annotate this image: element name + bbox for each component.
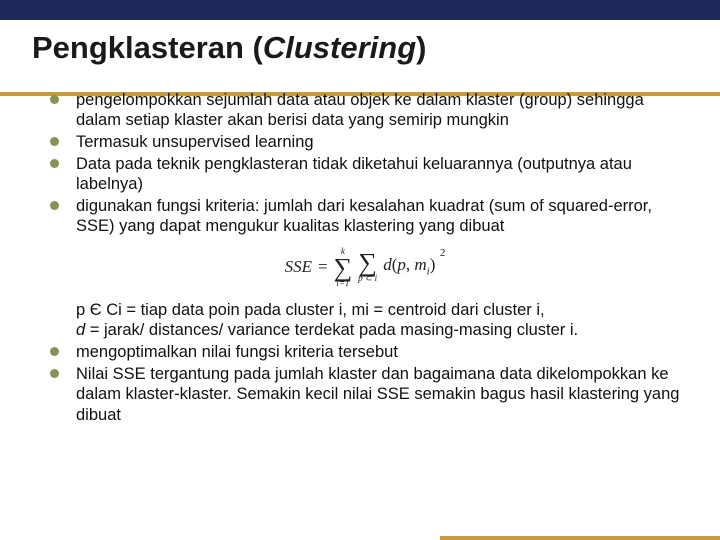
list-item: mengoptimalkan nilai fungsi kriteria ter…: [50, 342, 688, 362]
bullet-text: Termasuk unsupervised learning: [76, 133, 314, 151]
bullet-text: mengoptimalkan nilai fungsi kriteria ter…: [76, 343, 398, 361]
bullet-text: Nilai SSE tergantung pada jumlah klaster…: [76, 365, 679, 423]
formula-close: ): [430, 255, 436, 274]
list-item: Nilai SSE tergantung pada jumlah klaster…: [50, 364, 688, 424]
content-area: pengelompokkan sejumlah data atau objek …: [32, 90, 688, 425]
sum-inner: ∑ p ⊂ i: [358, 251, 377, 283]
sigma-icon: ∑: [334, 256, 353, 279]
expl-text-c: = jarak/ distances/ variance terdekat pa…: [85, 321, 578, 339]
bullet-list-bottom: mengoptimalkan nilai fungsi kriteria ter…: [50, 342, 688, 425]
list-item: pengelompokkan sejumlah data atau objek …: [50, 90, 688, 130]
list-item: Data pada teknik pengklasteran tidak dik…: [50, 154, 688, 194]
list-item: digunakan fungsi kriteria: jumlah dari k…: [50, 196, 688, 236]
formula-m: m: [414, 255, 426, 274]
page-title: Pengklasteran (Clustering): [32, 30, 688, 66]
formula-explanation: p Є Ci = tiap data poin pada cluster i, …: [76, 300, 688, 340]
top-bar: [0, 0, 720, 20]
sse-formula: SSE = k ∑ i=1 ∑ p ⊂ i d(p, mi) 2: [32, 247, 688, 288]
bullet-text: digunakan fungsi kriteria: jumlah dari k…: [76, 197, 652, 235]
formula-lhs: SSE: [285, 257, 312, 278]
formula-d: d: [383, 255, 392, 274]
sum2-bottom: p ⊂ i: [358, 274, 377, 283]
sigma-icon: ∑: [358, 251, 377, 274]
expl-text-a: p Є Ci = tiap data poin pada cluster i, …: [76, 301, 545, 319]
sum1-bottom: i=1: [336, 279, 349, 288]
slide-body: Pengklasteran (Clustering) pengelompokka…: [0, 20, 720, 447]
bullet-text: pengelompokkan sejumlah data atau objek …: [76, 91, 644, 129]
sum-outer: k ∑ i=1: [334, 247, 353, 288]
formula-exp: 2: [440, 247, 446, 260]
formula-eq: =: [318, 257, 328, 278]
title-paren-close: ): [416, 30, 426, 65]
formula-term: d(p, mi) 2: [383, 255, 435, 279]
expl-text-b: d: [76, 321, 85, 339]
bottom-accent-bar: [440, 536, 720, 540]
title-paren-open: (: [253, 30, 263, 65]
formula-box: SSE = k ∑ i=1 ∑ p ⊂ i d(p, mi) 2: [285, 247, 436, 288]
bullet-text: Data pada teknik pengklasteran tidak dik…: [76, 155, 632, 193]
title-italic: Clustering: [263, 30, 416, 65]
formula-arg1: p: [397, 255, 406, 274]
list-item: Termasuk unsupervised learning: [50, 132, 688, 152]
title-main: Pengklasteran: [32, 30, 253, 65]
bullet-list-top: pengelompokkan sejumlah data atau objek …: [50, 90, 688, 237]
